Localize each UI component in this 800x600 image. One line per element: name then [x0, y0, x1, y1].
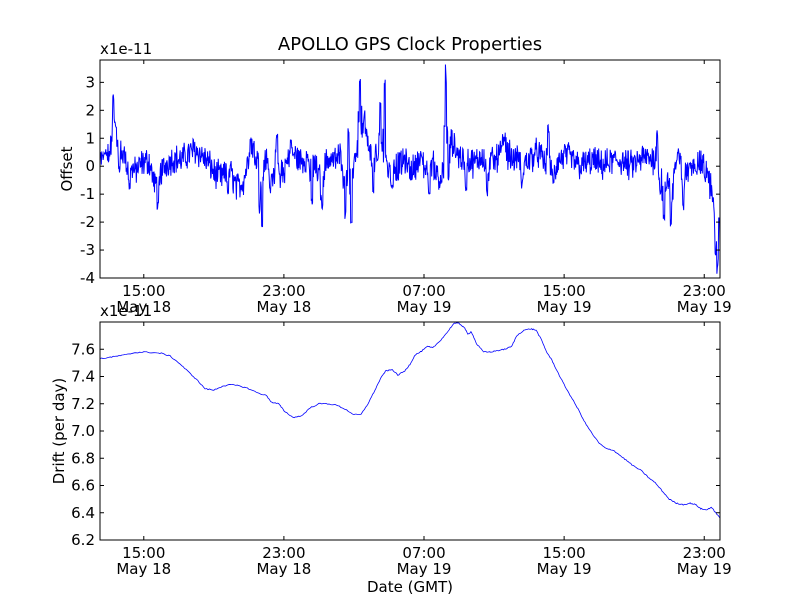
- offset-xtick-time-label: 23:00: [683, 282, 726, 300]
- offset-xtick-date-label: May 18: [256, 298, 311, 316]
- offset-multiplier: x1e-11: [100, 40, 152, 58]
- offset-y-axis-label: Offset: [58, 146, 76, 191]
- offset-ytick-label: 0: [85, 157, 95, 175]
- figure-title: APOLLO GPS Clock Properties: [278, 34, 542, 55]
- drift-xtick-time-label: 15:00: [122, 544, 165, 562]
- offset-xtick-time-label: 15:00: [122, 282, 165, 300]
- offset-xtick-date-label: May 19: [677, 298, 732, 316]
- drift-ytick-label: 6.8: [71, 449, 95, 467]
- offset-xtick-time-label: 23:00: [262, 282, 305, 300]
- offset-ytick-label: 2: [85, 101, 95, 119]
- offset-xtick-date-label: May 19: [397, 298, 452, 316]
- offset-xtick-time-label: 15:00: [543, 282, 586, 300]
- offset-axes-frame: [99, 59, 721, 279]
- drift-ytick-label: 6.6: [71, 477, 95, 495]
- drift-series-line: [100, 322, 720, 519]
- drift-ytick-label: 6.4: [71, 504, 95, 522]
- drift-x-axis-label: Date (GMT): [367, 578, 453, 596]
- drift-ytick-label: 7.4: [71, 368, 95, 386]
- drift-xtick-date-label: May 18: [116, 560, 171, 578]
- drift-xtick-time-label: 23:00: [683, 544, 726, 562]
- offset-ytick-label: 1: [85, 129, 95, 147]
- drift-xtick-time-label: 23:00: [262, 544, 305, 562]
- offset-ytick-label: -2: [80, 213, 95, 231]
- drift-xtick-date-label: May 19: [537, 560, 592, 578]
- offset-ytick-label: -4: [80, 269, 95, 287]
- drift-ytick-label: 6.2: [71, 531, 95, 549]
- drift-ytick-label: 7.6: [71, 340, 95, 358]
- offset-xtick-date-label: May 18: [116, 298, 171, 316]
- drift-xtick-date-label: May 19: [397, 560, 452, 578]
- offset-ytick-label: -1: [80, 185, 95, 203]
- drift-ytick-label: 7.2: [71, 395, 95, 413]
- drift-multiplier: x1e-11: [100, 302, 152, 320]
- offset-series-line: [100, 64, 720, 274]
- offset-xtick-date-label: May 19: [537, 298, 592, 316]
- drift-panel: x1e-11 Drift (per day) Date (GMT) 6.2 6.4…: [50, 302, 732, 596]
- offset-xtick-time-label: 07:00: [402, 282, 445, 300]
- drift-xtick-date-label: May 19: [677, 560, 732, 578]
- offset-ytick-label: 3: [85, 73, 95, 91]
- drift-xtick-date-label: May 18: [256, 560, 311, 578]
- drift-xtick-time-label: 15:00: [543, 544, 586, 562]
- drift-ytick-label: 7.0: [71, 422, 95, 440]
- offset-ytick-label: -3: [80, 241, 95, 259]
- drift-xtick-time-label: 07:00: [402, 544, 445, 562]
- drift-y-axis-label: Drift (per day): [50, 378, 68, 485]
